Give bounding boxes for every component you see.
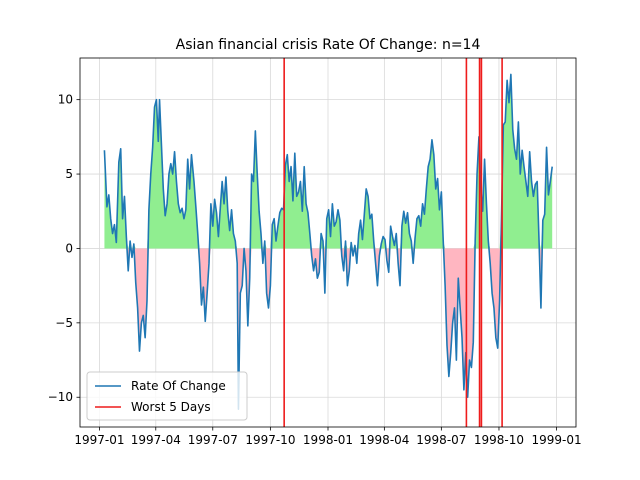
- x-tick-label: 1998-07: [416, 433, 466, 447]
- worst-day-markers: [283, 58, 503, 427]
- y-axis: −10 −5 0 5 10: [48, 93, 80, 404]
- y-tick-label: 5: [65, 167, 73, 181]
- x-tick-label: 1999-01: [532, 433, 582, 447]
- x-tick-label: 1998-04: [359, 433, 409, 447]
- x-axis: 1997-01 1997-04 1997-07 1997-10 1998-01 1998-…: [74, 427, 582, 447]
- x-tick-label: 1998-01: [303, 433, 353, 447]
- legend: Rate Of Change Worst 5 Days: [86, 371, 248, 421]
- x-tick-label: 1997-10: [245, 433, 295, 447]
- legend-label-worst-5-days: Worst 5 Days: [131, 400, 211, 414]
- x-tick-label: 1997-07: [188, 433, 238, 447]
- series-lines: [103, 73, 553, 410]
- y-tick-label: −10: [48, 390, 73, 404]
- x-tick-label: 1998-10: [474, 433, 524, 447]
- y-tick-label: −5: [55, 316, 73, 330]
- negative-area-fill: [104, 248, 553, 410]
- chart-title: Asian financial crisis Rate Of Change: n…: [176, 37, 481, 53]
- legend-box: [86, 371, 248, 421]
- legend-label-rate-of-change: Rate Of Change: [131, 379, 226, 393]
- rate-of-change-line: [103, 73, 553, 410]
- y-tick-label: 10: [58, 93, 73, 107]
- y-tick-label: 0: [65, 241, 73, 255]
- x-tick-label: 1997-04: [131, 433, 181, 447]
- x-tick-label: 1997-01: [74, 433, 124, 447]
